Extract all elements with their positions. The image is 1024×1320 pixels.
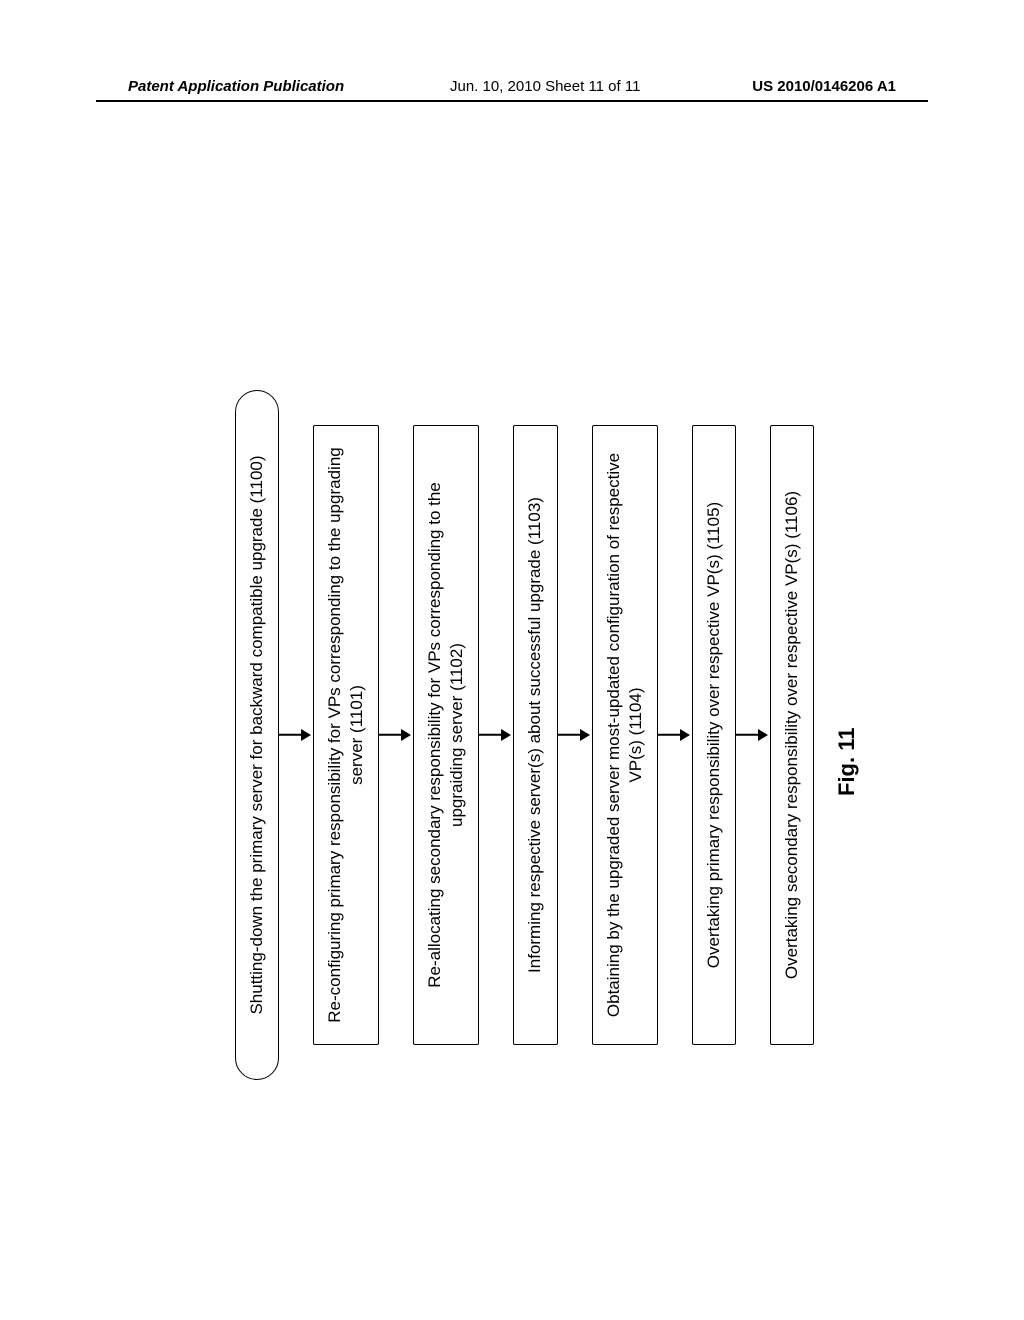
flow-node: Informing respective server(s) about suc… <box>513 425 557 1045</box>
page: Patent Application Publication Jun. 10, … <box>0 0 1024 1320</box>
flow-node: Obtaining by the upgraded server most-up… <box>592 425 658 1045</box>
flow-node-start: Shutting-down the primary server for bac… <box>235 390 279 1080</box>
flow-node: Re-configuring primary responsibility fo… <box>313 425 379 1045</box>
flow-node: Overtaking secondary responsibility over… <box>770 425 814 1045</box>
flow-node: Overtaking primary responsibility over r… <box>692 425 736 1045</box>
header-publication-number: US 2010/0146206 A1 <box>752 78 896 95</box>
header-date-sheet: Jun. 10, 2010 Sheet 11 of 11 <box>450 78 640 95</box>
header-rule <box>96 100 928 102</box>
flowchart: Shutting-down the primary server for bac… <box>235 390 814 1080</box>
flow-node: Re-allocating secondary responsibility f… <box>413 425 479 1045</box>
figure-label: Fig. 11 <box>834 728 860 796</box>
header-publication-label: Patent Application Publication <box>128 78 344 95</box>
